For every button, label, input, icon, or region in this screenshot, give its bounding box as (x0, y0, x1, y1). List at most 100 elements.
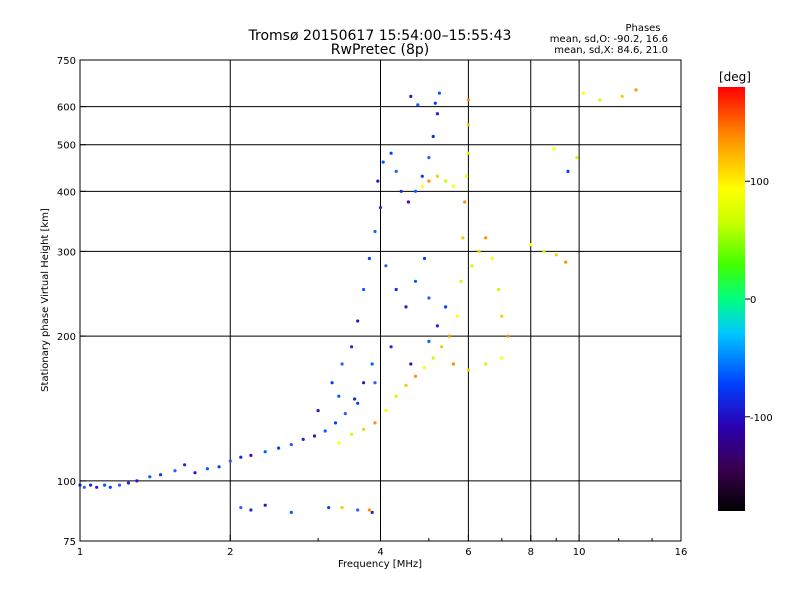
y-tick-label: 75 (63, 537, 76, 548)
data-point (484, 362, 488, 366)
y-tick-label: 400 (57, 187, 76, 198)
data-point (239, 455, 243, 459)
phases-heading: Phases (625, 23, 660, 34)
data-point (564, 260, 568, 264)
data-point (444, 305, 448, 309)
data-point (381, 160, 385, 164)
data-point (420, 174, 424, 178)
data-point (367, 256, 371, 261)
data-point (433, 101, 437, 105)
data-point (340, 362, 344, 366)
data-point (108, 485, 112, 489)
data-point (239, 506, 243, 510)
data-point (506, 334, 510, 338)
y-tick-label: 300 (57, 247, 76, 258)
data-point (404, 305, 408, 309)
data-point (399, 189, 403, 193)
data-point (389, 345, 393, 349)
data-point (340, 506, 344, 510)
data-point (490, 256, 494, 261)
data-point (466, 151, 470, 155)
chart-title: Tromsø 20150617 15:54:00–15:55:43 (248, 28, 512, 44)
data-point (406, 200, 410, 204)
data-point (427, 339, 431, 343)
data-point (362, 287, 366, 292)
data-point (158, 473, 163, 477)
data-point (598, 98, 602, 102)
data-point (463, 200, 467, 204)
data-point (435, 174, 439, 178)
data-point (447, 334, 452, 338)
data-point (437, 91, 441, 95)
data-point (205, 467, 209, 471)
data-point (394, 394, 398, 398)
data-point (193, 471, 197, 475)
data-point (431, 356, 435, 360)
data-point (455, 314, 459, 318)
data-point (249, 453, 253, 457)
data-point (117, 483, 122, 487)
data-point (466, 98, 470, 102)
data-point (575, 156, 579, 160)
data-point (103, 483, 107, 487)
data-point (323, 429, 327, 433)
colorbar-tick-label: 100 (750, 177, 769, 188)
data-point (277, 446, 281, 450)
data-point (337, 441, 341, 445)
data-point (384, 264, 388, 268)
data-point (327, 506, 331, 510)
data-point (95, 485, 99, 489)
data-point (330, 381, 334, 385)
data-point (439, 345, 444, 349)
data-point (413, 189, 418, 193)
data-point (312, 434, 317, 438)
data-point (183, 463, 187, 467)
data-point (333, 421, 338, 425)
x-tick-label: 8 (528, 547, 534, 558)
data-point (435, 112, 439, 116)
data-point (459, 279, 463, 283)
chart-subtitle: RwPretec (8p) (331, 42, 429, 58)
data-point (466, 368, 470, 372)
data-point (451, 184, 455, 188)
phases-mean-o: mean, sd,O: -90.2, 16.6 (550, 34, 668, 45)
data-point (581, 91, 586, 95)
data-point (466, 123, 470, 127)
data-point (451, 362, 455, 366)
data-point (422, 256, 427, 261)
data-point (500, 356, 504, 360)
data-point (89, 483, 93, 487)
x-axis-label: Frequency [MHz] (338, 559, 422, 570)
axis-ticks (79, 59, 682, 542)
data-point (228, 459, 232, 463)
data-point (620, 94, 624, 98)
data-point (263, 450, 267, 454)
data-point (370, 362, 374, 366)
data-point (427, 296, 431, 300)
data-point (465, 174, 469, 178)
data-point (126, 481, 130, 485)
data-point (301, 437, 305, 441)
data-point (409, 94, 413, 98)
data-point (554, 253, 558, 257)
y-tick-label: 750 (57, 56, 76, 67)
data-point (384, 409, 388, 413)
data-point (394, 169, 398, 173)
data-point (552, 147, 556, 151)
data-point (343, 412, 347, 416)
data-point (337, 394, 341, 398)
data-point (404, 383, 408, 387)
data-point (356, 319, 360, 323)
y-tick-label: 500 (57, 141, 76, 152)
data-point (373, 381, 377, 385)
data-point (367, 508, 371, 512)
data-point (470, 264, 474, 268)
data-point (362, 427, 366, 431)
colorbar-label: [deg] (719, 70, 751, 84)
data-point (249, 508, 253, 512)
data-point (461, 236, 465, 240)
data-point (373, 229, 377, 234)
phases-mean-x: mean, sd,X: 84.6, 21.0 (554, 45, 668, 56)
x-tick-label: 1 (77, 547, 83, 558)
